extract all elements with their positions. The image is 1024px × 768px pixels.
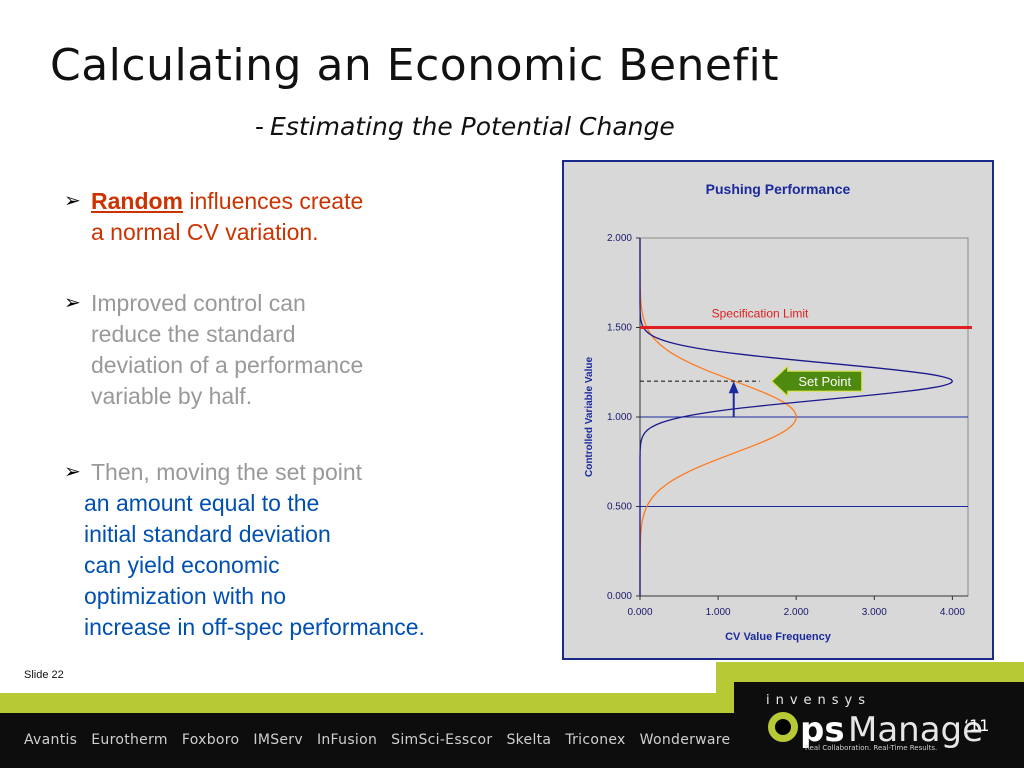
brand-item: IMServ xyxy=(253,732,303,748)
y-tick-label: 0.000 xyxy=(607,591,632,602)
y-tick-label: 1.000 xyxy=(607,412,632,423)
y-axis-label: Controlled Variable Value xyxy=(584,357,595,477)
product-tagline: Real Collaboration. Real-Time Results. xyxy=(805,744,938,752)
bullet-arrow-icon: ➢ xyxy=(64,461,81,483)
set-point-label: Set Point xyxy=(798,374,851,389)
y-tick-label: 1.500 xyxy=(607,323,632,334)
bullet-line: reduce the standard xyxy=(91,321,296,347)
bullet-text: a normal CV variation. xyxy=(91,219,319,245)
bullet-body: an amount equal to the initial standard … xyxy=(84,488,425,643)
set-point-callout-arrow-icon xyxy=(770,364,863,398)
slide-title: Calculating an Economic Benefit xyxy=(50,40,779,91)
bullet-line: variable by half. xyxy=(91,383,253,409)
product-logo-ps: ps xyxy=(800,710,845,750)
chart-title: Pushing Performance xyxy=(706,181,851,197)
bullet-line: deviation of a performance xyxy=(91,352,364,378)
subtitle-text: Estimating the Potential Change xyxy=(270,112,675,141)
bullet-line: increase in off-spec performance. xyxy=(84,614,425,640)
footer-black-band xyxy=(0,682,1024,768)
bullet-line: Then, moving the set point xyxy=(91,459,363,485)
bullet-line: initial standard deviation xyxy=(84,521,331,547)
series-line-2 xyxy=(639,238,954,596)
bullet-line: an amount equal to the xyxy=(84,490,320,516)
x-tick-label: 0.000 xyxy=(627,607,652,618)
slide-number: Slide 22 xyxy=(24,669,64,681)
bullet-random: ➢ Random influences create a normal CV v… xyxy=(64,186,363,248)
footer-band xyxy=(0,662,1024,768)
bullet-set-point: ➢ Then, moving the set point an amount e… xyxy=(64,457,425,643)
brand-item: Eurotherm xyxy=(91,732,168,748)
bullet-improved-control: ➢ Improved control can reduce the standa… xyxy=(64,288,363,412)
brand-item: SimSci-Esscor xyxy=(391,732,493,748)
x-axis-label: CV Value Frequency xyxy=(725,631,832,643)
ops-o-ring-icon xyxy=(768,712,798,742)
brand-item: InFusion xyxy=(316,732,378,748)
bullet-arrow-icon: ➢ xyxy=(64,190,81,212)
chart-svg: Pushing Performance 0.000 0.500 1.000 1.500 2… xyxy=(584,181,972,643)
chart-panel: Pushing Performance 0.000 0.500 1.000 1.500 2… xyxy=(562,160,994,660)
product-logo-year: ‘11 xyxy=(964,716,990,735)
product-logo-manage: Manage xyxy=(848,710,984,750)
bullet-line: Improved control can xyxy=(91,290,306,316)
brand-item: Foxboro xyxy=(181,732,240,748)
bullet-line: can yield economic xyxy=(84,552,280,578)
brand-item: Wonderware xyxy=(639,732,731,748)
bullet-line: optimization with no xyxy=(84,583,286,609)
company-logo: invensys xyxy=(766,693,872,708)
subtitle-dash: - xyxy=(255,112,265,141)
brand-item: Avantis xyxy=(24,732,78,748)
y-tick-label: 0.500 xyxy=(607,502,632,513)
bullet-body: Random influences create a normal CV var… xyxy=(91,186,363,248)
y-tick-label: 2.000 xyxy=(607,233,632,244)
brand-item: Skelta xyxy=(506,732,552,748)
bullet-arrow-icon: ➢ xyxy=(64,292,81,314)
bullet-keyword: Random xyxy=(91,188,183,214)
specification-limit-label: Specification Limit xyxy=(712,307,809,321)
slide-subtitle: - Estimating the Potential Change xyxy=(255,112,675,141)
set-point-arrow-head-icon xyxy=(728,381,739,394)
x-tick-label: 3.000 xyxy=(862,607,887,618)
x-tick-label: 4.000 xyxy=(940,607,965,618)
footer-brands: Avantis Eurotherm Foxboro IMServ InFusion Sim… xyxy=(24,732,744,748)
bullet-text: influences create xyxy=(183,188,364,214)
x-tick-label: 2.000 xyxy=(784,607,809,618)
bullet-body: Improved control can reduce the standard… xyxy=(91,288,363,412)
x-tick-label: 1.000 xyxy=(706,607,731,618)
brand-item: Triconex xyxy=(565,732,626,748)
